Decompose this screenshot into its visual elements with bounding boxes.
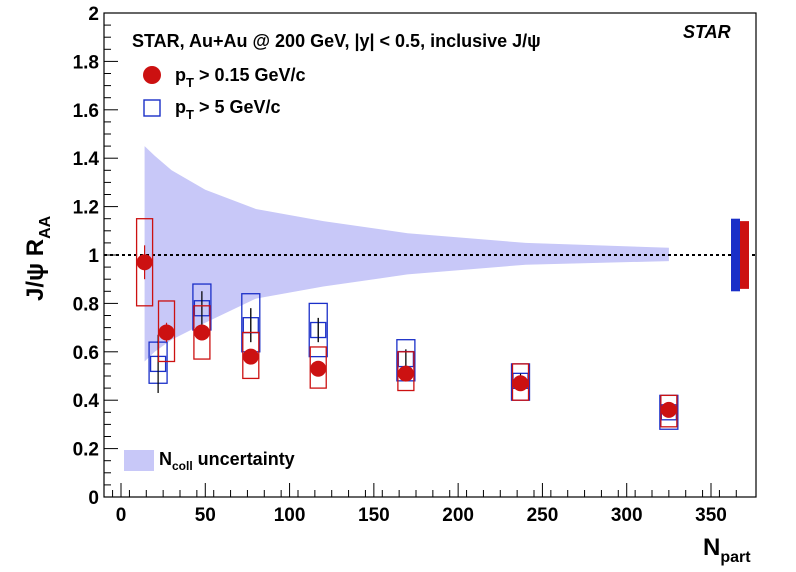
y-tick-label: 1.8 xyxy=(73,52,99,73)
y-axis-title: J/ψ RAA xyxy=(22,215,54,301)
legend-marker-circle xyxy=(143,66,161,84)
low-pt-sys-box xyxy=(660,394,678,428)
x-tick-label: 300 xyxy=(611,505,643,526)
x-axis-title-main: N xyxy=(703,534,720,561)
low-pt-sys-box xyxy=(309,346,327,389)
legend: pT > 0.15 GeV/c pT > 5 GeV/c Ncoll uncer… xyxy=(124,65,306,473)
y-tick-label: 0.8 xyxy=(73,294,99,315)
low-pt-point xyxy=(397,351,415,392)
global-uncertainty-bar-high-pt xyxy=(731,218,740,292)
low-pt-marker xyxy=(136,254,153,271)
y-tick-label: 0.4 xyxy=(73,391,100,412)
legend-high-pt-sub: T xyxy=(186,107,194,122)
legend-entry-high-pt: pT > 5 GeV/c xyxy=(175,97,281,122)
x-axis-title-sub: part xyxy=(720,549,751,566)
legend-entry-ncoll: Ncoll uncertainty xyxy=(159,449,295,473)
legend-high-pt-main: p xyxy=(175,97,186,117)
y-axis-title-main: J/ψ R xyxy=(22,239,49,301)
legend-low-pt-sub: T xyxy=(186,75,194,90)
low-pt-sys-box xyxy=(397,351,415,392)
low-pt-marker xyxy=(660,401,677,418)
y-tick-label: 2 xyxy=(88,4,99,25)
y-tick-label: 0.6 xyxy=(73,343,99,364)
low-pt-sys-box xyxy=(511,363,530,401)
x-tick-label: 150 xyxy=(358,505,390,526)
low-pt-sys-box xyxy=(157,300,176,363)
low-pt-marker xyxy=(512,375,529,392)
high-pt-point xyxy=(308,302,328,358)
low-pt-point xyxy=(157,300,176,363)
low-pt-marker xyxy=(193,324,210,341)
global-uncertainty-layer xyxy=(731,218,749,292)
y-tick-label: 0 xyxy=(88,488,99,509)
y-tick-label: 1 xyxy=(88,246,99,267)
high-pt-sys-box xyxy=(308,302,328,358)
low-pt-marker xyxy=(158,324,175,341)
low-pt-marker xyxy=(242,348,259,365)
low-pt-point xyxy=(193,305,211,360)
y-tick-label: 0.2 xyxy=(73,440,99,461)
y-tick-label: 1.6 xyxy=(73,101,99,122)
low-pt-point xyxy=(242,331,260,380)
x-tick-label: 100 xyxy=(274,505,306,526)
legend-ncoll-main: N xyxy=(159,449,172,469)
y-tick-label: 1.2 xyxy=(73,198,99,219)
x-tick-label: 200 xyxy=(442,505,474,526)
low-pt-point xyxy=(660,394,678,428)
data-points-layer xyxy=(135,218,679,430)
legend-ncoll-sub: coll xyxy=(172,459,193,473)
legend-low-pt-main: p xyxy=(175,65,186,85)
y-tick-label: 1.4 xyxy=(73,149,100,170)
chart-title: STAR, Au+Au @ 200 GeV, |y| < 0.5, inclus… xyxy=(132,31,541,51)
legend-entry-low-pt: pT > 0.15 GeV/c xyxy=(175,65,306,90)
legend-high-pt-rest: > 5 GeV/c xyxy=(194,97,281,117)
y-axis-title-sub: AA xyxy=(37,215,54,239)
legend-band-swatch xyxy=(124,450,154,471)
ncoll-band-layer xyxy=(144,146,669,362)
x-tick-label: 50 xyxy=(195,505,216,526)
low-pt-point xyxy=(309,346,327,389)
low-pt-marker xyxy=(397,365,414,382)
low-pt-marker xyxy=(310,360,327,377)
legend-low-pt-rest: > 0.15 GeV/c xyxy=(194,65,306,85)
experiment-label: STAR xyxy=(683,22,731,42)
legend-marker-square xyxy=(143,99,161,117)
global-uncertainty-bar-low-pt xyxy=(740,221,749,289)
x-tick-label: 250 xyxy=(527,505,559,526)
x-tick-label: 350 xyxy=(695,505,727,526)
low-pt-point xyxy=(135,218,154,307)
ncoll-uncertainty-band xyxy=(144,146,669,362)
x-axis-title: Npart xyxy=(703,534,751,566)
low-pt-sys-box xyxy=(242,331,260,380)
x-tick-label: 0 xyxy=(116,505,127,526)
low-pt-point xyxy=(511,363,530,401)
legend-ncoll-rest: uncertainty xyxy=(193,449,295,469)
axes-layer: 0 50 100 150 200 250 300 350 0 0.2 0.4 0.6 0.8 1 1.2 1.… xyxy=(73,4,737,526)
